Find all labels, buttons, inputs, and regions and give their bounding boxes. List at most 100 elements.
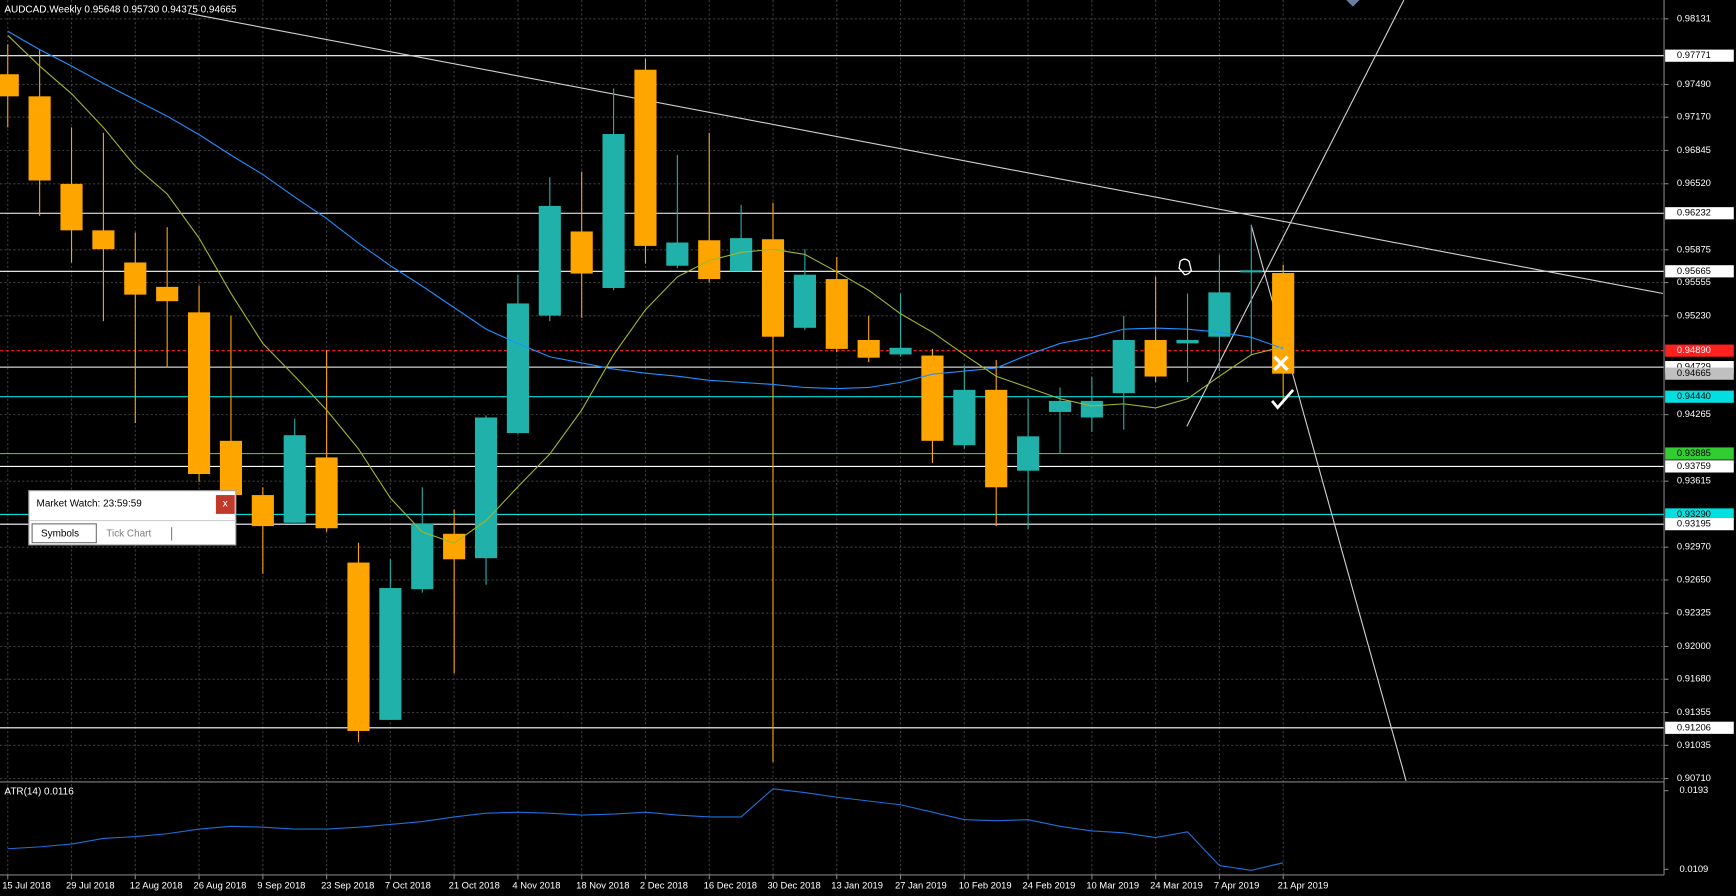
candle-body xyxy=(283,435,306,523)
candle-body xyxy=(1017,436,1040,471)
y-tick-label: 0.95230 xyxy=(1677,309,1711,320)
x-tick-label: 16 Dec 2018 xyxy=(704,880,757,891)
candle-body xyxy=(1240,270,1263,273)
level-label: 0.94729 xyxy=(1677,361,1711,372)
x-tick-label: 15 Jul 2018 xyxy=(2,880,51,891)
candle-body xyxy=(156,286,179,302)
x-tick-label: 26 Aug 2018 xyxy=(194,880,247,891)
arrow-icon xyxy=(1346,0,1360,7)
candle-body xyxy=(219,440,243,496)
x-tick-label: 13 Jan 2019 xyxy=(831,880,883,891)
x-tick-label: 4 Nov 2018 xyxy=(512,880,560,891)
level-box xyxy=(1665,447,1734,460)
candle-body xyxy=(92,230,115,250)
candle-body xyxy=(1176,339,1199,344)
x-tick-label: 10 Feb 2019 xyxy=(959,880,1012,891)
y-tick-label: 0.96845 xyxy=(1677,144,1711,155)
level-label: 0.97771 xyxy=(1677,49,1711,60)
candle-body xyxy=(889,347,912,355)
indicator-line xyxy=(7,788,1284,871)
chart-title: AUDCAD.Weekly 0.95648 0.95730 0.94375 0.… xyxy=(4,5,237,16)
candle-body xyxy=(1144,339,1167,377)
x-tick-label: 21 Oct 2018 xyxy=(449,880,500,891)
hand-icon xyxy=(1178,258,1192,276)
level-box xyxy=(1665,367,1734,380)
market-watch-title: Market Watch: 23:59:59 xyxy=(37,499,143,510)
y-tick-label: 0.0109 xyxy=(1680,863,1709,874)
tab-active[interactable] xyxy=(31,523,97,544)
candle-body xyxy=(538,205,561,316)
level-label: 0.95665 xyxy=(1677,265,1711,276)
level-label: 0.93885 xyxy=(1677,447,1711,458)
candle-body xyxy=(379,588,402,720)
candle-body xyxy=(857,339,880,358)
candle-body xyxy=(634,69,657,246)
candle-body xyxy=(251,495,274,527)
y-tick-label: 0.91035 xyxy=(1677,739,1711,750)
tab-label[interactable]: Symbols xyxy=(41,528,79,539)
candle-body xyxy=(666,242,689,266)
candle-body xyxy=(825,279,848,349)
level-box xyxy=(1665,49,1734,62)
y-tick-label: 0.92970 xyxy=(1677,541,1711,552)
y-tick-label: 0.93615 xyxy=(1677,475,1711,486)
candle-body xyxy=(1208,292,1231,337)
candle-body xyxy=(443,533,466,560)
x-tick-label: 30 Dec 2018 xyxy=(767,880,820,891)
y-tick-label: 0.91680 xyxy=(1677,673,1711,684)
x-tick-label: 10 Mar 2019 xyxy=(1086,880,1139,891)
level-label: 0.91206 xyxy=(1677,721,1711,732)
y-tick-label: 0.90710 xyxy=(1677,772,1711,783)
y-tick-label: 0.98131 xyxy=(1677,12,1711,23)
candle-body xyxy=(698,240,721,280)
level-box xyxy=(1665,518,1734,531)
candle-body xyxy=(761,239,785,337)
candle-body xyxy=(1112,339,1135,394)
tab-label[interactable]: Tick Chart xyxy=(106,528,151,539)
x-tick-label: 7 Apr 2019 xyxy=(1214,880,1260,891)
level-label: 0.93195 xyxy=(1677,518,1711,529)
trend-line xyxy=(188,12,1664,295)
y-tick-label: 0.97170 xyxy=(1677,111,1711,122)
x-tick-label: 12 Aug 2018 xyxy=(130,880,183,891)
cross-icon xyxy=(1273,355,1289,372)
y-tick-label: 0.92000 xyxy=(1677,640,1711,651)
x-tick-label: 18 Nov 2018 xyxy=(576,880,629,891)
trend-line xyxy=(1186,0,1405,427)
icons xyxy=(1178,0,1360,410)
candle-body xyxy=(124,262,147,295)
close-button[interactable] xyxy=(215,495,235,514)
candle-body xyxy=(187,312,211,474)
x-tick-label: 9 Sep 2018 xyxy=(257,880,305,891)
x-tick-label: 24 Mar 2019 xyxy=(1150,880,1203,891)
y-tick-label: 0.95875 xyxy=(1677,243,1711,254)
candle-body xyxy=(1080,400,1103,418)
levels xyxy=(0,55,1665,729)
close-button-label[interactable]: x xyxy=(223,499,228,510)
check-icon xyxy=(1271,388,1295,410)
y-tick-label: 0.97490 xyxy=(1677,78,1711,89)
candle-body xyxy=(347,562,370,731)
candle-body xyxy=(28,96,51,181)
level-box xyxy=(1665,265,1734,278)
level-label: 0.94890 xyxy=(1677,344,1711,355)
level-label: 0.94665 xyxy=(1677,367,1711,378)
level-label: 0.96232 xyxy=(1677,207,1711,218)
level-label: 0.93759 xyxy=(1677,460,1711,471)
x-tick-label: 24 Feb 2019 xyxy=(1023,880,1076,891)
candle-body xyxy=(985,389,1008,488)
level-box xyxy=(1665,721,1734,734)
y-tick-label: 0.94265 xyxy=(1677,408,1711,419)
plot xyxy=(0,30,1295,871)
market-watch: Market Watch: 23:59:59 x Symbols Tick Ch… xyxy=(28,490,237,546)
candle-body xyxy=(953,389,976,446)
level-box xyxy=(1665,508,1734,521)
level-box xyxy=(1665,344,1734,357)
candle-body xyxy=(474,417,498,559)
candle-body xyxy=(730,238,753,272)
x-tick-label: 27 Jan 2019 xyxy=(895,880,947,891)
y-tick-label: 0.91355 xyxy=(1677,706,1711,717)
moving-average xyxy=(7,34,1284,544)
